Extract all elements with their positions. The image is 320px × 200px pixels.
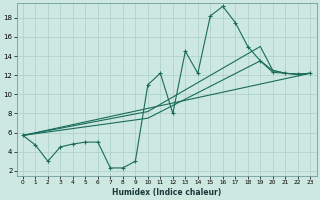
X-axis label: Humidex (Indice chaleur): Humidex (Indice chaleur) <box>112 188 221 197</box>
